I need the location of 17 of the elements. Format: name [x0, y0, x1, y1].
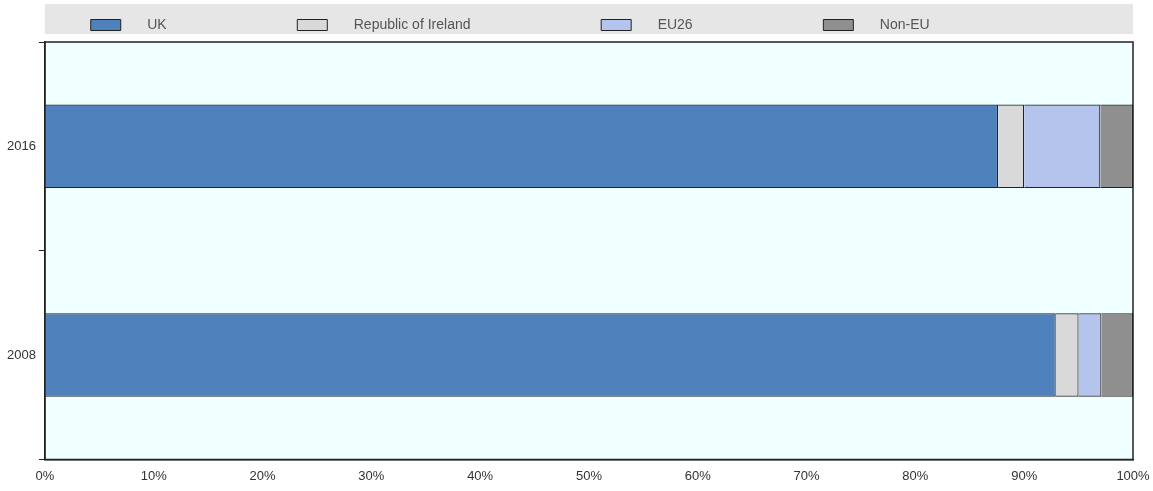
x-tick-label: 80%	[902, 467, 929, 483]
x-tick-label: 60%	[684, 467, 712, 483]
x-tick-label: 30%	[358, 467, 385, 483]
x-tick-label: 20%	[249, 467, 276, 483]
y-tick-label: 2008	[7, 346, 36, 362]
legend-label: UK	[127, 15, 284, 32]
y-tick-label: 2016	[7, 137, 36, 153]
legend-label: Non-EU	[860, 15, 1047, 32]
x-tick-label: 70%	[793, 467, 821, 483]
x-tick-label: 100%	[1116, 467, 1151, 483]
x-tick-label: 10%	[140, 467, 168, 483]
x-tick-label: 40%	[467, 467, 494, 483]
x-tick-label: 0%	[35, 467, 55, 483]
legend-label: Republic of Ireland	[334, 15, 588, 32]
legend-label: EU26	[638, 15, 810, 32]
x-tick-label: 90%	[1011, 467, 1038, 483]
x-tick-label: 50%	[575, 467, 603, 483]
